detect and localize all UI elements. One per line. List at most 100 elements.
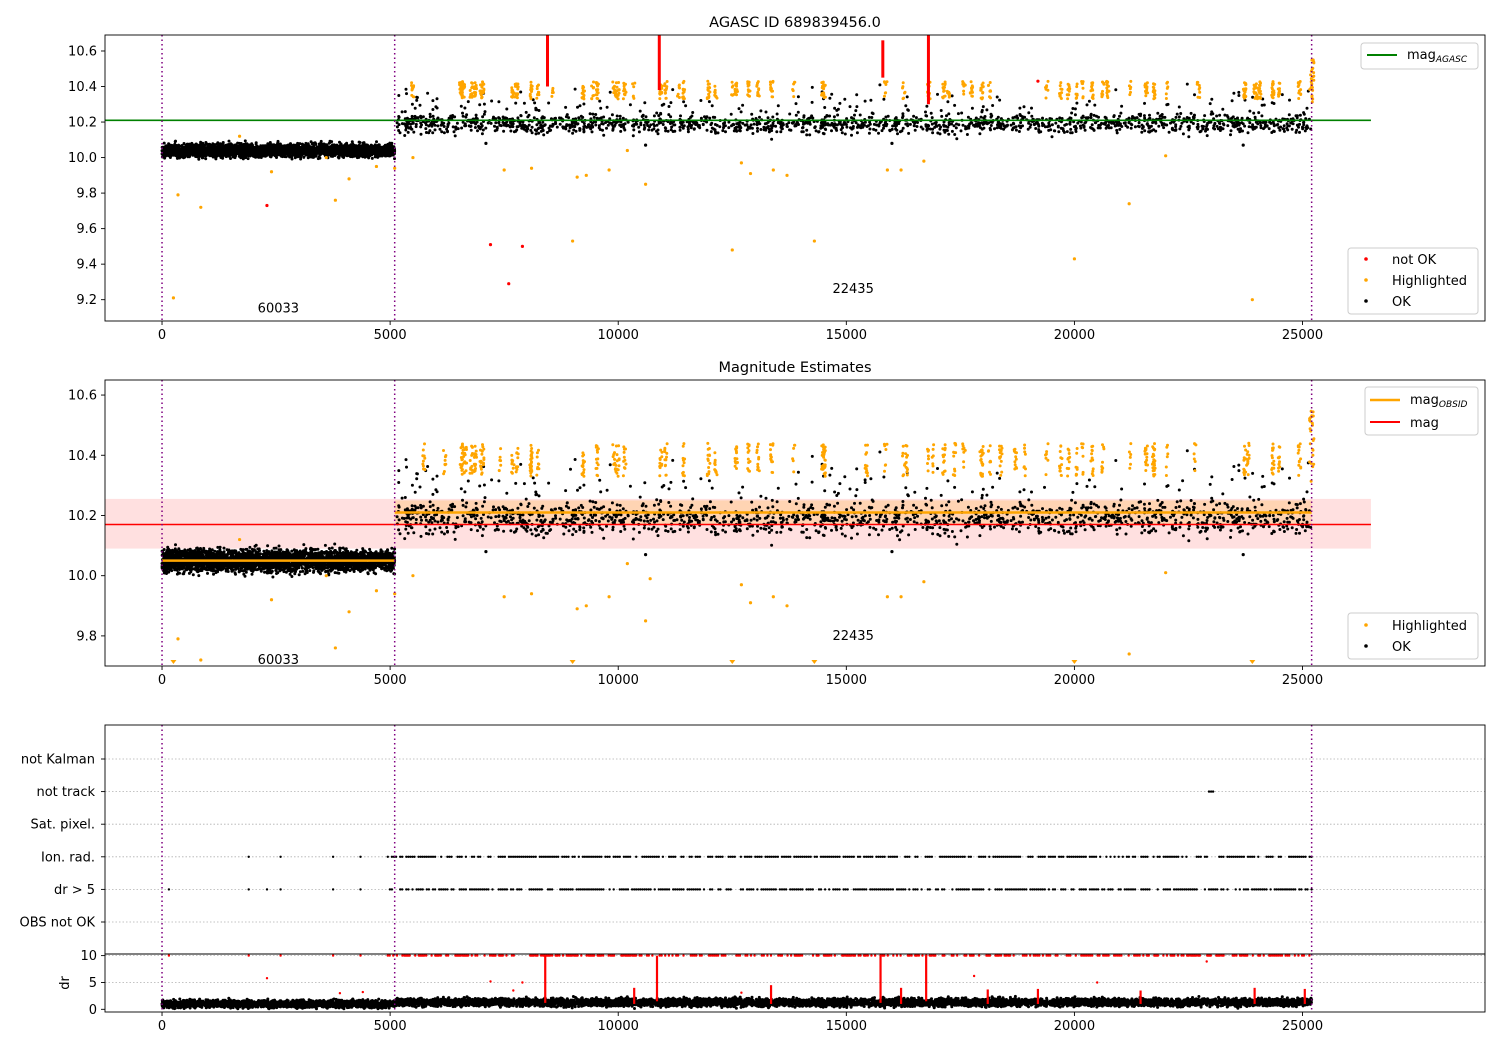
highlighted-cluster-points bbox=[410, 58, 1316, 104]
flag-label: dr > 5 bbox=[54, 883, 95, 898]
clipped-marker bbox=[1071, 660, 1078, 664]
highlighted-point bbox=[1127, 652, 1131, 656]
legend-ok-2: OK bbox=[1392, 640, 1411, 655]
highlighted-point bbox=[176, 193, 180, 197]
highlighted-point bbox=[374, 589, 379, 593]
highlighted-point bbox=[411, 155, 415, 160]
highlighted-point bbox=[324, 155, 328, 160]
highlighted-point bbox=[502, 168, 506, 172]
highlighted-point bbox=[771, 595, 775, 599]
highlighted-point bbox=[922, 580, 926, 584]
highlighted-point bbox=[885, 168, 889, 172]
highlighted-point bbox=[899, 595, 903, 599]
agasc-overlays bbox=[105, 35, 1371, 321]
ok-point bbox=[890, 141, 894, 145]
highlighted-point bbox=[176, 637, 180, 641]
highlighted-point bbox=[739, 583, 743, 587]
clipped-marker bbox=[729, 660, 736, 664]
highlighted-point bbox=[748, 171, 753, 176]
agasc-data-points bbox=[160, 35, 1316, 302]
y-tick-label: 10.6 bbox=[68, 389, 97, 404]
flag-label: not track bbox=[36, 785, 95, 800]
highlighted-point bbox=[347, 177, 351, 181]
legend-ok: OK bbox=[1392, 295, 1411, 310]
highlighted-point bbox=[333, 198, 337, 202]
highlighted-point bbox=[237, 134, 242, 138]
highlighted-point bbox=[785, 604, 789, 608]
magnitude-legend-top: magOBSID mag bbox=[1364, 386, 1479, 436]
highlighted-point bbox=[643, 182, 648, 186]
dr-y-ticks: 0 5 10 bbox=[80, 949, 105, 1018]
highlighted-point bbox=[333, 646, 337, 650]
highlighted-point bbox=[730, 248, 734, 252]
x-tick-label: 25000 bbox=[1282, 328, 1323, 343]
highlighted-point bbox=[771, 168, 775, 172]
flag-label: Ion. rad. bbox=[41, 850, 95, 865]
x-tick-label: 0 bbox=[158, 1019, 166, 1034]
highlighted-point bbox=[625, 148, 629, 153]
legend-not-ok: not OK bbox=[1392, 253, 1437, 268]
not-ok-point bbox=[520, 244, 525, 248]
highlighted-point bbox=[324, 574, 328, 578]
y-tick-label: 9.8 bbox=[76, 187, 97, 202]
y-tick-label: 10 bbox=[80, 949, 97, 964]
clipped-marker bbox=[170, 660, 177, 664]
x-tick-label: 5000 bbox=[374, 1019, 407, 1034]
highlighted-point bbox=[347, 610, 351, 614]
highlighted-point bbox=[393, 166, 397, 170]
highlighted-point bbox=[922, 159, 926, 163]
y-tick-label: 9.4 bbox=[76, 258, 97, 273]
legend-highlighted-marker-2 bbox=[1364, 623, 1368, 627]
y-tick-label: 9.2 bbox=[76, 293, 97, 308]
y-tick-label: 10.2 bbox=[68, 509, 97, 524]
highlighted-point bbox=[748, 601, 753, 605]
clipped-marker bbox=[811, 660, 818, 664]
legend-highlighted: Highlighted bbox=[1392, 274, 1467, 289]
ok-point bbox=[1241, 143, 1245, 147]
x-tick-label: 20000 bbox=[1054, 673, 1095, 688]
highlighted-point bbox=[374, 164, 379, 169]
legend-mag: mag bbox=[1410, 416, 1439, 431]
highlighted-point bbox=[648, 577, 652, 581]
ok-point bbox=[484, 550, 488, 554]
agasc-legend-top: magAGASC bbox=[1360, 42, 1479, 70]
highlighted-point bbox=[739, 161, 743, 165]
legend-highlighted-2: Highlighted bbox=[1392, 619, 1467, 634]
highlighted-point bbox=[607, 595, 611, 599]
highlighted-point bbox=[269, 170, 274, 174]
legend-mag-obsid: magOBSID bbox=[1410, 393, 1468, 410]
not-ok-point bbox=[265, 203, 269, 208]
x-tick-label: 25000 bbox=[1282, 1019, 1323, 1034]
highlighted-point bbox=[199, 205, 203, 209]
x-tick-label: 10000 bbox=[598, 673, 639, 688]
ok-point bbox=[643, 553, 648, 557]
dr-ylabel: dr bbox=[58, 976, 73, 990]
magnitude-axes-frame bbox=[104, 379, 1486, 667]
agasc-legend-bottom: not OK Highlighted OK bbox=[1347, 247, 1479, 315]
flag-label: OBS not OK bbox=[20, 916, 96, 931]
highlighted-point bbox=[899, 168, 903, 172]
clipped-marker bbox=[569, 660, 576, 664]
legend-not-ok-marker bbox=[1364, 257, 1368, 261]
x-tick-label: 15000 bbox=[826, 328, 867, 343]
agasc-magnitude-panel: AGASC ID 689839456.0 0 5000 10000 15000 2000… bbox=[68, 15, 1486, 343]
magnitude-estimates-title: Magnitude Estimates bbox=[718, 360, 871, 376]
ok-point bbox=[1241, 553, 1245, 557]
flags-panel: not Kalman not track Sat. pixel. Ion. rad. d… bbox=[20, 724, 1486, 955]
legend-ok-marker-2 bbox=[1364, 644, 1368, 648]
highlighted-point bbox=[785, 173, 789, 177]
highlighted-point bbox=[502, 595, 506, 599]
highlighted-point bbox=[237, 537, 242, 542]
highlighted-point bbox=[575, 175, 579, 179]
highlighted-point bbox=[625, 562, 629, 566]
obsid-label-60033-estimates: 60033 bbox=[258, 653, 299, 668]
y-tick-label: 5 bbox=[89, 976, 97, 991]
flag-rows bbox=[105, 725, 1485, 954]
dr-data-points bbox=[160, 954, 1314, 1011]
y-tick-label: 10.4 bbox=[68, 80, 97, 95]
highlighted-point bbox=[199, 658, 203, 662]
flag-labels: not Kalman not track Sat. pixel. Ion. rad. d… bbox=[20, 753, 105, 931]
obsid-label-60033: 60033 bbox=[258, 302, 299, 317]
not-ok-point bbox=[507, 282, 511, 286]
x-tick-label: 0 bbox=[158, 328, 166, 343]
